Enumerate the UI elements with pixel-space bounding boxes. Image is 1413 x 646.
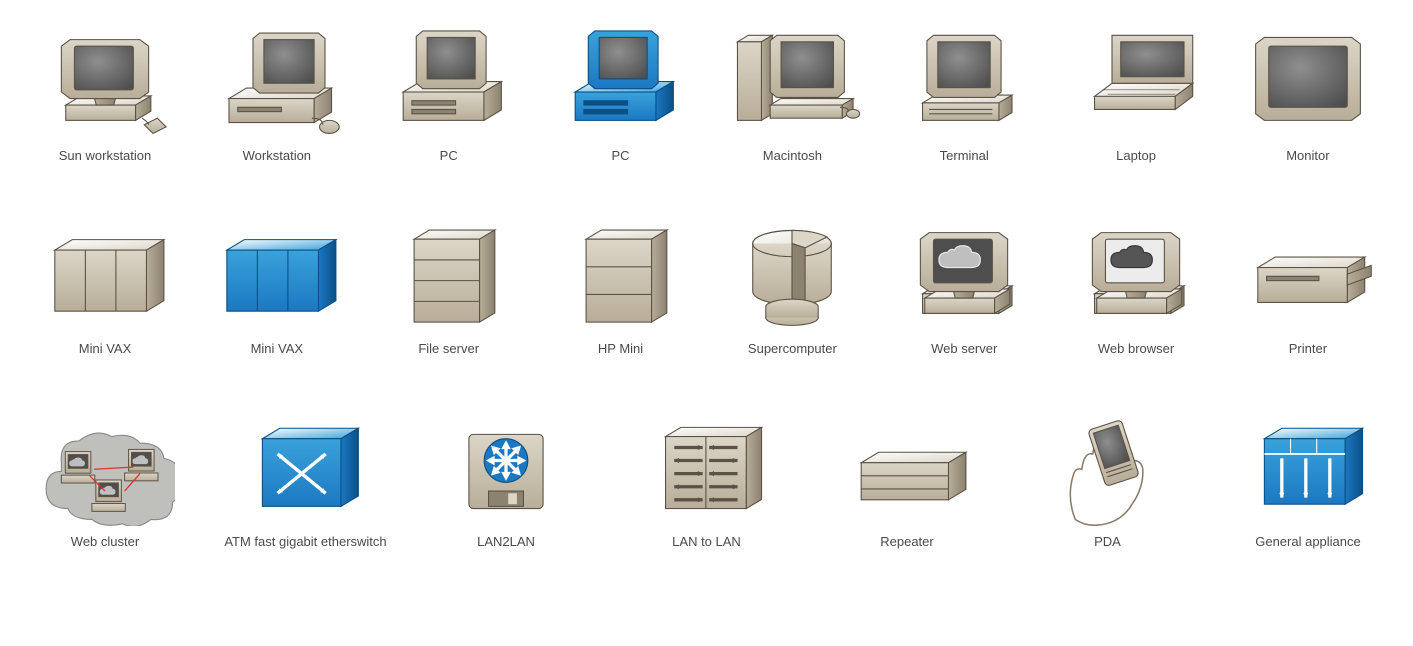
- mini-vax-blue-cell: Mini VAX: [192, 213, 362, 356]
- hp-mini-label: HP Mini: [598, 341, 643, 356]
- monitor-label: Monitor: [1286, 148, 1329, 163]
- macintosh-label: Macintosh: [763, 148, 822, 163]
- supercomputer-label: Supercomputer: [748, 341, 837, 356]
- printer-cell: Printer: [1223, 213, 1393, 356]
- icon-row: Web cluster ATM fast gigabit etherswitch: [20, 406, 1393, 549]
- file-server-label: File server: [418, 341, 479, 356]
- terminal-label: Terminal: [940, 148, 989, 163]
- general-appliance-cell: General appliance: [1223, 406, 1393, 549]
- pc-beige-label: PC: [440, 148, 458, 163]
- general-appliance-icon: [1238, 406, 1378, 534]
- pc-beige-icon: [379, 20, 519, 148]
- web-cluster-icon: [35, 406, 175, 534]
- atm-switch-icon: [236, 406, 376, 534]
- sun-workstation-icon: [35, 20, 175, 148]
- lan-to-lan-icon: [637, 406, 777, 534]
- pda-cell: PDA: [1023, 406, 1193, 549]
- web-server-cell: Web server: [879, 213, 1049, 356]
- web-browser-label: Web browser: [1098, 341, 1174, 356]
- mini-vax-beige-icon: [35, 213, 175, 341]
- macintosh-icon: [722, 20, 862, 148]
- file-server-icon: [379, 213, 519, 341]
- hp-mini-cell: HP Mini: [536, 213, 706, 356]
- web-browser-icon: [1066, 213, 1206, 341]
- lan-to-lan-cell: LAN to LAN: [622, 406, 792, 549]
- general-appliance-label: General appliance: [1255, 534, 1361, 549]
- laptop-cell: Laptop: [1051, 20, 1221, 163]
- printer-label: Printer: [1289, 341, 1327, 356]
- macintosh-cell: Macintosh: [707, 20, 877, 163]
- sun-workstation-cell: Sun workstation: [20, 20, 190, 163]
- repeater-icon: [837, 406, 977, 534]
- icon-row: Sun workstation Workstation: [20, 20, 1393, 163]
- web-browser-cell: Web browser: [1051, 213, 1221, 356]
- workstation-label: Workstation: [243, 148, 311, 163]
- icon-row: Mini VAX Mini VAX: [20, 213, 1393, 356]
- repeater-cell: Repeater: [822, 406, 992, 549]
- pc-blue-icon: [551, 20, 691, 148]
- mini-vax-beige-cell: Mini VAX: [20, 213, 190, 356]
- web-cluster-label: Web cluster: [71, 534, 139, 549]
- lan-to-lan-label: LAN to LAN: [672, 534, 741, 549]
- terminal-cell: Terminal: [879, 20, 1049, 163]
- lan2lan-label: LAN2LAN: [477, 534, 535, 549]
- supercomputer-icon: [722, 213, 862, 341]
- monitor-icon: [1238, 20, 1378, 148]
- mini-vax-beige-label: Mini VAX: [79, 341, 132, 356]
- web-server-label: Web server: [931, 341, 997, 356]
- pc-blue-cell: PC: [536, 20, 706, 163]
- atm-switch-cell: ATM fast gigabit etherswitch: [221, 406, 391, 549]
- monitor-cell: Monitor: [1223, 20, 1393, 163]
- pda-icon: [1038, 406, 1178, 534]
- lan2lan-icon: [436, 406, 576, 534]
- hp-mini-icon: [551, 213, 691, 341]
- web-cluster-cell: Web cluster: [20, 406, 190, 549]
- mini-vax-blue-label: Mini VAX: [251, 341, 304, 356]
- supercomputer-cell: Supercomputer: [707, 213, 877, 356]
- workstation-cell: Workstation: [192, 20, 362, 163]
- atm-switch-label: ATM fast gigabit etherswitch: [224, 534, 386, 549]
- icon-grid: Sun workstation Workstation: [20, 20, 1393, 549]
- web-server-icon: [894, 213, 1034, 341]
- lan2lan-cell: LAN2LAN: [421, 406, 591, 549]
- sun-workstation-label: Sun workstation: [59, 148, 152, 163]
- laptop-label: Laptop: [1116, 148, 1156, 163]
- repeater-label: Repeater: [880, 534, 933, 549]
- terminal-icon: [894, 20, 1034, 148]
- pc-blue-label: PC: [612, 148, 630, 163]
- workstation-icon: [207, 20, 347, 148]
- printer-icon: [1238, 213, 1378, 341]
- file-server-cell: File server: [364, 213, 534, 356]
- mini-vax-blue-icon: [207, 213, 347, 341]
- laptop-icon: [1066, 20, 1206, 148]
- pda-label: PDA: [1094, 534, 1121, 549]
- pc-beige-cell: PC: [364, 20, 534, 163]
